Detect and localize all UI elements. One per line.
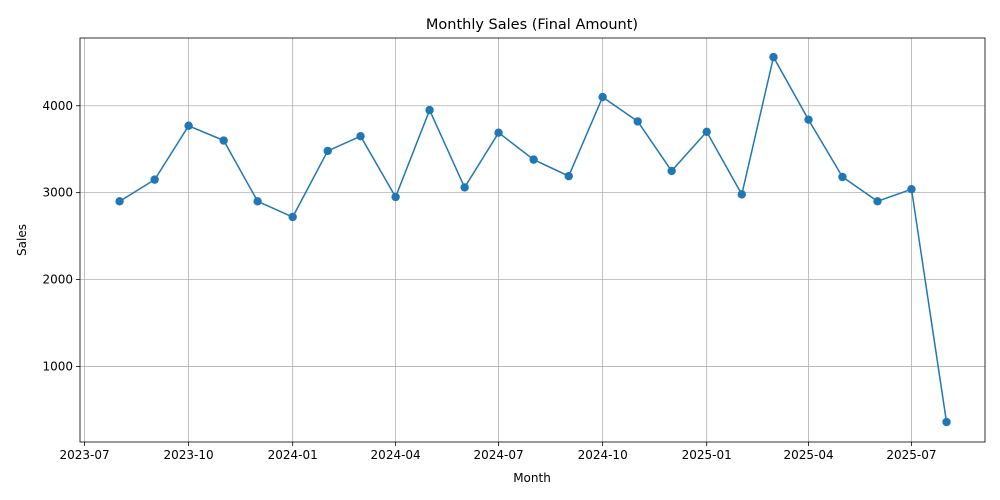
x-tick-label: 2023-10 bbox=[164, 448, 214, 462]
y-tick-label: 4000 bbox=[42, 99, 73, 113]
data-point bbox=[737, 190, 746, 199]
data-point bbox=[702, 127, 711, 137]
data-point bbox=[391, 192, 400, 202]
data-point bbox=[873, 197, 882, 206]
data-point bbox=[598, 92, 607, 102]
data-point bbox=[804, 115, 813, 124]
data-point bbox=[356, 131, 365, 141]
x-axis-label: Month bbox=[513, 471, 551, 485]
data-point bbox=[907, 184, 916, 194]
data-point bbox=[288, 212, 297, 222]
data-point bbox=[425, 105, 434, 115]
data-point bbox=[494, 128, 503, 137]
plot-frame bbox=[79, 37, 986, 443]
data-point bbox=[529, 155, 538, 164]
x-tick-label: 2024-01 bbox=[268, 448, 318, 462]
data-point bbox=[253, 197, 262, 206]
data-point bbox=[219, 136, 228, 145]
data-point bbox=[115, 197, 124, 206]
data-point bbox=[564, 171, 573, 181]
y-axis-label: Sales bbox=[15, 224, 29, 256]
data-point bbox=[667, 166, 676, 176]
x-tick-label: 2024-07 bbox=[473, 448, 523, 462]
y-axis: 1000 2000 3000 4000 bbox=[42, 99, 80, 373]
x-tick-label: 2025-01 bbox=[682, 448, 732, 462]
data-point bbox=[460, 183, 469, 192]
x-tick-label: 2025-07 bbox=[886, 448, 936, 462]
y-tick-label: 1000 bbox=[42, 359, 73, 373]
sales-series bbox=[115, 52, 951, 427]
chart-title: Monthly Sales (Final Amount) bbox=[426, 17, 638, 33]
y-tick-label: 2000 bbox=[42, 273, 73, 287]
x-tick-label: 2023-07 bbox=[59, 448, 109, 462]
data-point bbox=[769, 52, 778, 62]
data-point bbox=[184, 121, 193, 130]
x-tick-label: 2025-04 bbox=[783, 448, 833, 462]
data-point bbox=[150, 175, 159, 184]
data-point bbox=[942, 417, 951, 427]
data-point bbox=[633, 117, 642, 126]
y-tick-label: 3000 bbox=[42, 186, 73, 200]
data-point bbox=[323, 146, 332, 156]
grid-lines bbox=[80, 38, 985, 442]
x-tick-label: 2024-10 bbox=[578, 448, 628, 462]
data-point bbox=[838, 172, 847, 182]
x-axis: 2023-07 2023-10 2024-01 2024-04 2024-07 2024-… bbox=[59, 442, 937, 462]
x-tick-label: 2024-04 bbox=[371, 448, 421, 462]
